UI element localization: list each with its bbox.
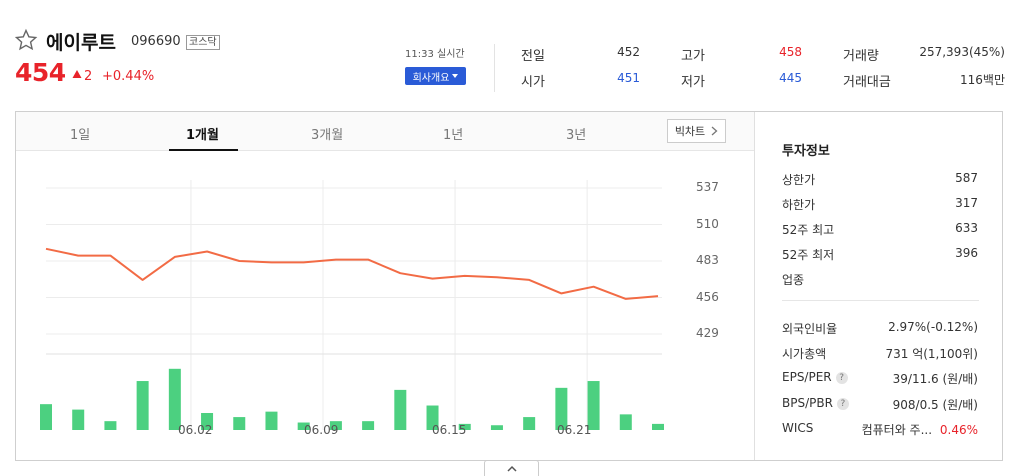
eps-per-value: 39/11.6 (원/배) [892,372,978,386]
company-overview-label: 회사개요 [412,72,450,84]
wics-sector-link[interactable]: 컴퓨터와 주... [861,423,933,437]
panel-divider [754,112,755,460]
y-tick-label: 537 [696,180,719,194]
volume-bar [458,423,471,430]
industry-label: 업종 [782,273,805,287]
volume-bar [523,417,536,430]
divider [494,44,495,92]
info-divider [782,300,979,301]
lower-limit-label: 하한가 [782,198,816,212]
eps-per-row: EPS/PER? [782,370,848,384]
volume-bar [297,422,310,430]
lower-limit-value: 317 [955,196,978,210]
x-tick-label: 06.02 [178,423,213,437]
bps-pbr-row: BPS/PBR? [782,396,849,410]
volume-bar [362,421,375,430]
high-value: 458 [779,45,802,59]
volume-bar [555,387,568,430]
big-chart-button[interactable]: 빅차트 [667,119,726,143]
volume-bar [201,413,214,430]
x-tick-label: 06.09 [304,423,339,437]
tab-1m[interactable]: 1개월 [186,128,219,143]
trade-value-label: 거래대금 [843,75,891,90]
volume-bar [490,425,503,430]
open-label: 시가 [521,75,545,90]
volume-bar [587,381,600,430]
y-tick-label: 483 [696,253,719,267]
upper-limit-value: 587 [955,171,978,185]
upper-limit-label: 상한가 [782,173,816,187]
market-cap-value: 731 억(1,100위) [885,347,978,361]
prev-close-label: 전일 [521,49,545,64]
volume-bar [329,421,342,430]
chevron-right-icon [711,126,718,136]
volume-bar [104,421,117,430]
wics-label: WICS [782,421,814,435]
tab-1d[interactable]: 1일 [70,128,91,143]
tab-3y[interactable]: 3년 [566,128,587,143]
market-badge: 코스닥 [186,35,220,50]
price-chart [40,180,664,430]
52w-low-value: 396 [955,246,978,260]
triangle-up-icon [72,70,82,78]
help-icon[interactable]: ? [836,397,849,410]
big-chart-label: 빅차트 [674,125,706,138]
foreign-ratio-label: 외국인비율 [782,322,838,336]
low-label: 저가 [681,75,705,90]
low-value: 445 [779,71,802,85]
y-tick-label: 429 [696,326,719,340]
wics-change: 0.46% [939,423,978,437]
volume-label: 거래량 [843,49,879,64]
eps-per-label: EPS/PER [782,370,832,384]
open-value: 451 [617,71,640,85]
caret-down-icon [452,74,459,78]
volume-value: 257,393(45%) [919,45,1005,59]
volume-bar [265,411,278,430]
volume-bar [619,414,632,430]
realtime-label: 11:33 실시간 [405,49,465,60]
y-tick-label: 510 [696,217,719,231]
tab-1y[interactable]: 1년 [443,128,464,143]
x-tick-label: 06.21 [557,423,592,437]
52w-high-value: 633 [955,221,978,235]
investment-info-title: 투자정보 [782,144,830,159]
y-tick-label: 456 [696,290,719,304]
active-tab-indicator [169,149,238,151]
52w-high-label: 52주 최고 [782,223,835,237]
price-change-percent: +0.44% [102,69,155,84]
price-change: 2 [84,69,93,84]
volume-bar [426,405,439,430]
fold-button[interactable] [484,460,539,476]
company-overview-button[interactable]: 회사개요 [405,67,466,85]
x-tick-label: 06.15 [432,423,467,437]
bps-pbr-label: BPS/PBR [782,396,833,410]
tab-3m[interactable]: 3개월 [311,128,344,143]
volume-bar [40,404,52,430]
volume-bar [233,417,246,430]
volume-bar [72,409,85,430]
price-line [45,247,659,300]
stock-header: 에이루트 096690 코스닥 454 2 +0.44% 11:33 실시간 회… [0,0,1018,110]
volume-bar [168,368,181,430]
prev-close-value: 452 [617,45,640,59]
wics-value-row: 컴퓨터와 주... 0.46% [862,421,978,438]
star-icon[interactable] [14,28,38,52]
volume-bar [394,389,407,430]
volume-bar [136,381,149,430]
stock-name: 에이루트 [46,32,116,54]
chart-panel: 1일 1개월 3개월 1년 3년 빅차트 537 510 483 456 429… [15,111,1003,461]
foreign-ratio-value: 2.97%(-0.12%) [888,320,978,334]
chevron-up-icon [506,465,517,472]
bps-pbr-value: 908/0.5 (원/배) [892,398,978,412]
market-cap-label: 시가총액 [782,347,827,361]
volume-bar [652,423,664,430]
52w-low-label: 52주 최저 [782,248,835,262]
period-tabs: 1일 1개월 3개월 1년 3년 빅차트 [16,112,754,151]
high-label: 고가 [681,49,705,64]
current-price: 454 [15,58,66,87]
stock-code: 096690 [131,34,181,49]
help-icon[interactable]: ? [835,371,848,384]
trade-value-value: 116백만 [960,73,1005,87]
